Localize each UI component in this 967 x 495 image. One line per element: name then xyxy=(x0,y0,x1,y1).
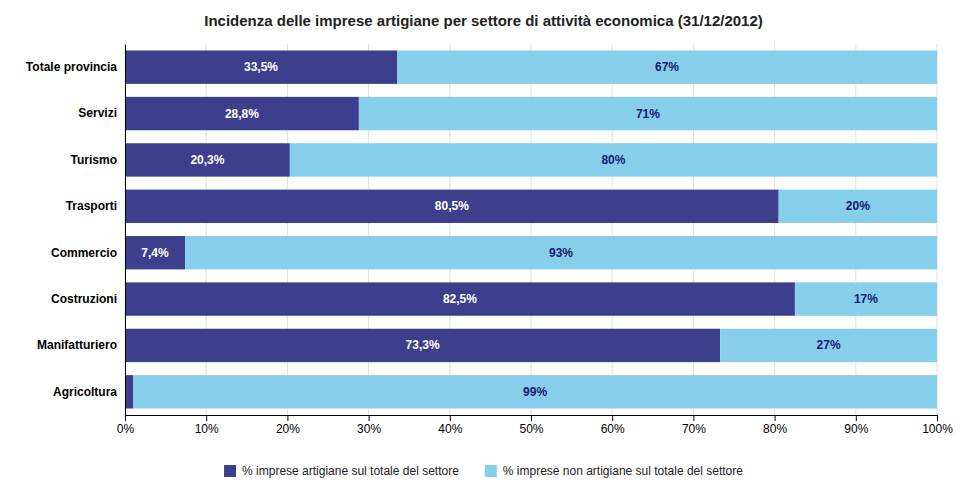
bar xyxy=(125,236,185,269)
x-tick-label: 90% xyxy=(844,422,868,436)
x-tick-mark xyxy=(206,415,207,421)
plot: 0% 10% 20% 30% 40% 50% 60% 70% 80% 90% 100% Totale … xyxy=(26,44,953,436)
y-tick-label: Costruzioni xyxy=(51,292,117,306)
x-tick-mark xyxy=(287,415,288,421)
bar xyxy=(125,97,359,130)
data-labels: 33,5% 28,8% 20,3% 80,5% 7,4% 82,5% 73,3% 67% 71%… xyxy=(141,60,878,399)
bar xyxy=(779,190,937,223)
data-label: 80% xyxy=(601,153,625,167)
bars xyxy=(125,50,937,408)
grid-line xyxy=(125,44,126,415)
bar xyxy=(125,190,779,223)
x-tick-label: 0% xyxy=(117,422,135,436)
data-label: 67% xyxy=(655,60,679,74)
data-label: 28,8% xyxy=(225,107,259,121)
y-tick: Trasporti xyxy=(66,199,117,213)
data-label: 17% xyxy=(854,292,878,306)
bar xyxy=(397,50,937,83)
data-label: 7,4% xyxy=(141,246,169,260)
x-tick-label: 20% xyxy=(276,422,300,436)
x-tick-label: 40% xyxy=(438,422,462,436)
bar xyxy=(359,97,937,130)
data-label: 73,3% xyxy=(406,338,440,352)
y-tick-label: Commercio xyxy=(51,246,117,260)
chart: Incidenza delle imprese artigiane per se… xyxy=(0,0,967,495)
x-tick-label: 60% xyxy=(601,422,625,436)
data-label: 27% xyxy=(817,338,841,352)
x-tick: 80% xyxy=(763,415,787,436)
series xyxy=(133,50,937,408)
data-label: 20% xyxy=(846,199,870,213)
bar xyxy=(125,329,720,362)
y-tick-label: Turismo xyxy=(71,153,117,167)
x-axis-line xyxy=(126,416,938,422)
data-label: 33,5% xyxy=(244,60,278,74)
data-label: 71% xyxy=(636,107,660,121)
y-tick-label: Agricoltura xyxy=(53,385,117,399)
legend-swatch xyxy=(485,465,497,477)
bar xyxy=(720,329,937,362)
x-tick: 100% xyxy=(922,415,953,436)
y-tick: Turismo xyxy=(71,153,117,167)
x-tick-mark xyxy=(531,415,532,421)
x-tick-mark xyxy=(369,415,370,421)
data-label: 80,5% xyxy=(435,199,469,213)
x-tick: 70% xyxy=(682,415,706,436)
x-tick: 50% xyxy=(519,415,543,436)
legend-label: % imprese artigiane sul totale del setto… xyxy=(242,464,459,478)
bar xyxy=(795,282,937,315)
bar xyxy=(290,143,937,176)
grid xyxy=(125,44,937,415)
y-axis-line xyxy=(125,45,126,416)
x-axis: 0% 10% 20% 30% 40% 50% 60% 70% 80% 90% 100% xyxy=(117,415,953,436)
data-label: 20,3% xyxy=(190,153,224,167)
y-tick-label: Manifatturiero xyxy=(37,338,117,352)
y-tick-label: Trasporti xyxy=(66,199,117,213)
y-tick: Totale provincia xyxy=(26,60,117,74)
x-tick-label: 70% xyxy=(682,422,706,436)
x-tick-mark xyxy=(693,415,694,421)
y-tick-label: Servizi xyxy=(78,106,117,120)
bar xyxy=(133,375,937,408)
x-tick: 90% xyxy=(844,415,868,436)
legend-item: % imprese artigiane sul totale del setto… xyxy=(224,464,459,478)
legend-label: % imprese non artigiane sul totale del s… xyxy=(503,464,743,478)
x-tick: 10% xyxy=(195,415,219,436)
x-tick: 0% xyxy=(117,415,135,436)
x-tick: 20% xyxy=(276,415,300,436)
y-axis: Totale provincia Servizi Turismo Trasporti C… xyxy=(26,45,126,416)
x-tick-mark xyxy=(125,415,126,421)
x-tick-mark xyxy=(612,415,613,421)
data-label: 82,5% xyxy=(443,292,477,306)
y-tick: Servizi xyxy=(78,106,117,120)
x-tick-label: 100% xyxy=(922,422,953,436)
x-tick-label: 80% xyxy=(763,422,787,436)
bar xyxy=(125,50,397,83)
data-label: 93% xyxy=(549,246,573,260)
x-tick-label: 50% xyxy=(519,422,543,436)
x-tick: 60% xyxy=(601,415,625,436)
y-tick: Manifatturiero xyxy=(37,338,117,352)
bar xyxy=(125,143,290,176)
y-tick: Agricoltura xyxy=(53,385,117,399)
bar xyxy=(125,282,795,315)
title: Incidenza delle imprese artigiane per se… xyxy=(204,12,763,29)
y-tick: Commercio xyxy=(51,246,117,260)
x-tick-mark xyxy=(856,415,857,421)
x-tick-mark xyxy=(937,415,938,421)
legend-item: % imprese non artigiane sul totale del s… xyxy=(485,464,743,478)
bar xyxy=(185,236,937,269)
x-tick: 30% xyxy=(357,415,381,436)
legend: % imprese artigiane sul totale del setto… xyxy=(224,464,743,478)
x-tick-mark xyxy=(775,415,776,421)
bar xyxy=(125,375,133,408)
legend-swatch xyxy=(224,465,236,477)
data-label: 99% xyxy=(523,385,547,399)
x-tick: 40% xyxy=(438,415,462,436)
y-tick: Costruzioni xyxy=(51,292,117,306)
x-tick-mark xyxy=(450,415,451,421)
y-tick-label: Totale provincia xyxy=(26,60,117,74)
x-tick-label: 10% xyxy=(195,422,219,436)
x-tick-label: 30% xyxy=(357,422,381,436)
